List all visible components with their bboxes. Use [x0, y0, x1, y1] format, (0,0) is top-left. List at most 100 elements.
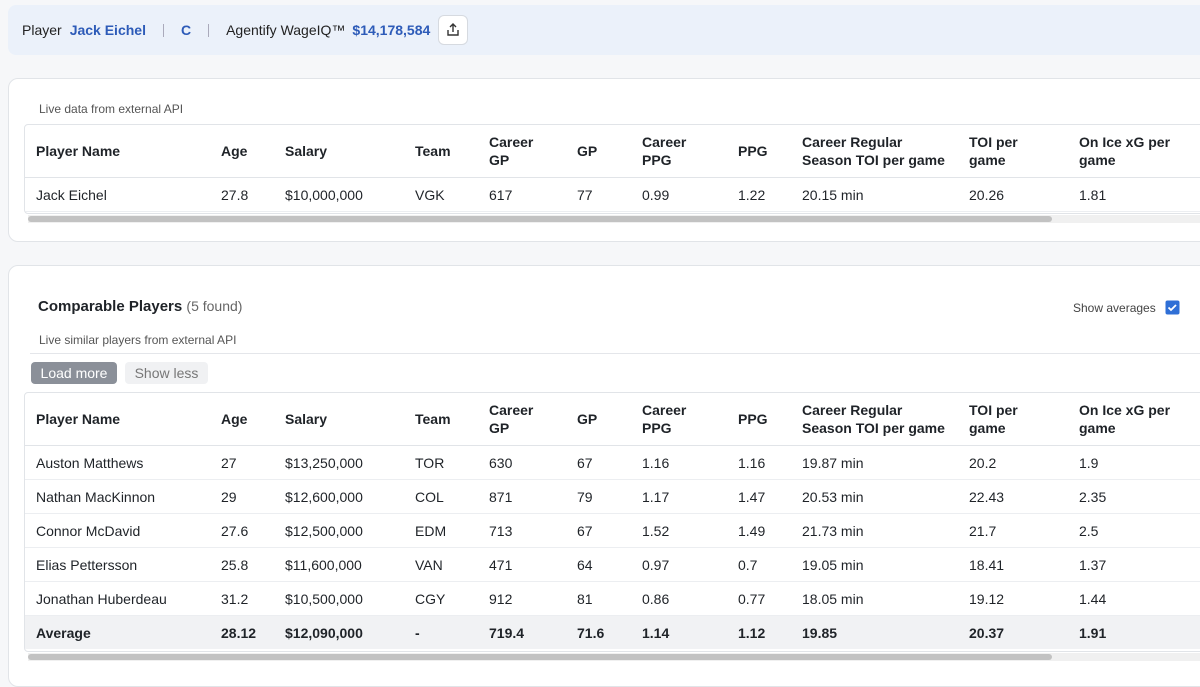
average-cell: 1.12	[727, 615, 791, 649]
table-cell: 617	[478, 177, 566, 212]
table-cell: 1.47	[727, 479, 791, 514]
table-body: Jack Eichel 27.8 $10,000,000 VGK 617 77 0.99 1.…	[25, 177, 1200, 212]
table-cell: CGY	[404, 581, 478, 616]
average-cell: 719.4	[478, 615, 566, 649]
player-name[interactable]: Jack Eichel	[69, 22, 146, 38]
column-header: On Ice xG per game	[1068, 125, 1200, 178]
position: C	[180, 22, 192, 38]
section-title: Comparable Players	[38, 298, 183, 315]
table-cell: $12,500,000	[274, 513, 404, 548]
averages-label: Show averages	[1073, 300, 1156, 315]
table-cell: 0.77	[727, 581, 791, 616]
table-cell: 27.6	[210, 513, 274, 548]
table-cell: $13,250,000	[274, 445, 404, 480]
column-header: Career PPG	[631, 393, 727, 446]
table-cell: COL	[404, 479, 478, 514]
player-table-box: Player Name Age Salary Team Career GP GP Caree…	[24, 124, 1200, 214]
table-cell: 18.41	[958, 547, 1068, 582]
table-cell: 1.17	[631, 479, 727, 514]
table-cell: 0.86	[631, 581, 727, 616]
table-cell: 912	[478, 581, 566, 616]
wageiq-label: Agentify WageIQ™	[226, 22, 346, 38]
averages-checkbox[interactable]	[1165, 300, 1180, 315]
separator	[208, 23, 210, 37]
scrollbar[interactable]	[28, 653, 1200, 661]
table-cell: 1.44	[1068, 581, 1200, 616]
table-row: Connor McDavid 27.6 $12,500,000 EDM 713 67 1.5…	[25, 513, 1200, 548]
table-cell: EDM	[404, 513, 478, 548]
table-cell: Connor McDavid	[25, 513, 210, 548]
column-header: Age	[210, 393, 274, 446]
scroll-thumb[interactable]	[28, 654, 1052, 660]
comparables-table-box: Player Name Age Salary Team Career GP GP Caree…	[24, 392, 1200, 652]
table-cell: 27	[210, 445, 274, 480]
column-header: Career GP	[478, 393, 566, 446]
table-row: Auston Matthews 27 $13,250,000 TOR 630 67 1.16…	[25, 445, 1200, 480]
header-bar: Player Jack Eichel C Agentify WageIQ™ $1…	[8, 5, 1200, 55]
table-cell: VGK	[404, 177, 478, 212]
table-cell: 29	[210, 479, 274, 514]
average-cell: 28.12	[210, 615, 274, 649]
table-cell: 21.7	[958, 513, 1068, 548]
comparables-table: Player Name Age Salary Team Career GP GP Caree…	[25, 393, 1200, 649]
load-more-button[interactable]: Load more	[31, 362, 117, 384]
table-row: Nathan MacKinnon 29 $12,600,000 COL 871 79 1.1…	[25, 479, 1200, 514]
table-cell: 19.12	[958, 581, 1068, 616]
table-row: Elias Pettersson 25.8 $11,600,000 VAN 471 64 0…	[25, 547, 1200, 582]
divider	[30, 353, 1200, 354]
table-cell: 0.99	[631, 177, 727, 212]
table-cell: 471	[478, 547, 566, 582]
table-cell: 18.05 min	[791, 581, 958, 616]
scrollbar[interactable]	[28, 215, 1200, 223]
table-cell: 1.52	[631, 513, 727, 548]
column-header: Player Name	[25, 125, 210, 178]
player-table: Player Name Age Salary Team Career GP GP Caree…	[25, 125, 1200, 212]
page: Player Jack Eichel C Agentify WageIQ™ $1…	[8, 5, 1200, 687]
table-cell: 20.26	[958, 177, 1068, 212]
show-less-button[interactable]: Show less	[125, 362, 208, 384]
table-cell: 67	[566, 445, 631, 480]
column-header: TOI per game	[958, 393, 1068, 446]
table-cell: Jack Eichel	[25, 177, 210, 212]
table-cell: Jonathan Huberdeau	[25, 581, 210, 616]
average-cell: -	[404, 615, 478, 649]
title-row: Comparable Players (5 found)	[38, 298, 242, 315]
table-head: Player Name Age Salary Team Career GP GP Caree…	[25, 125, 1200, 178]
table-cell: 1.22	[727, 177, 791, 212]
table-cell: $11,600,000	[274, 547, 404, 582]
table-row: Jack Eichel 27.8 $10,000,000 VGK 617 77 0.99 1.…	[25, 177, 1200, 212]
table-cell: 19.87 min	[791, 445, 958, 480]
table-cell: $12,600,000	[274, 479, 404, 514]
average-row: Average 28.12 $12,090,000-719.4 71.6 1.14 1.1…	[25, 615, 1200, 649]
wageiq-value: $14,178,584	[352, 22, 431, 38]
table-cell: 22.43	[958, 479, 1068, 514]
header-row: Player Name Age Salary Team Career GP GP Caree…	[25, 393, 1200, 446]
table-cell: 31.2	[210, 581, 274, 616]
column-header: Salary	[274, 393, 404, 446]
table-cell: Elias Pettersson	[25, 547, 210, 582]
table-cell: 1.49	[727, 513, 791, 548]
column-header: GP	[566, 125, 631, 178]
table-cell: 25.8	[210, 547, 274, 582]
note: Live data from external API	[39, 102, 184, 116]
found-count: (5 found)	[186, 298, 243, 314]
average-cell: 19.85	[791, 615, 958, 649]
header-row: Player Name Age Salary Team Career GP GP Caree…	[25, 125, 1200, 178]
average-cell: 1.91	[1068, 615, 1200, 649]
column-header: GP	[566, 393, 631, 446]
table-cell: 1.16	[631, 445, 727, 480]
table-cell: 64	[566, 547, 631, 582]
column-header: Career Regular Season TOI per game	[791, 393, 958, 446]
column-header: Team	[404, 393, 478, 446]
table-cell: 20.2	[958, 445, 1068, 480]
scroll-thumb[interactable]	[28, 216, 1052, 222]
share-button[interactable]	[438, 15, 469, 45]
table-cell: Nathan MacKinnon	[25, 479, 210, 514]
table-cell: 77	[566, 177, 631, 212]
table-cell: 81	[566, 581, 631, 616]
table-cell: 1.16	[727, 445, 791, 480]
column-header: Player Name	[25, 393, 210, 446]
table-cell: 871	[478, 479, 566, 514]
average-cell: 20.37	[958, 615, 1068, 649]
column-header: Career PPG	[631, 125, 727, 178]
